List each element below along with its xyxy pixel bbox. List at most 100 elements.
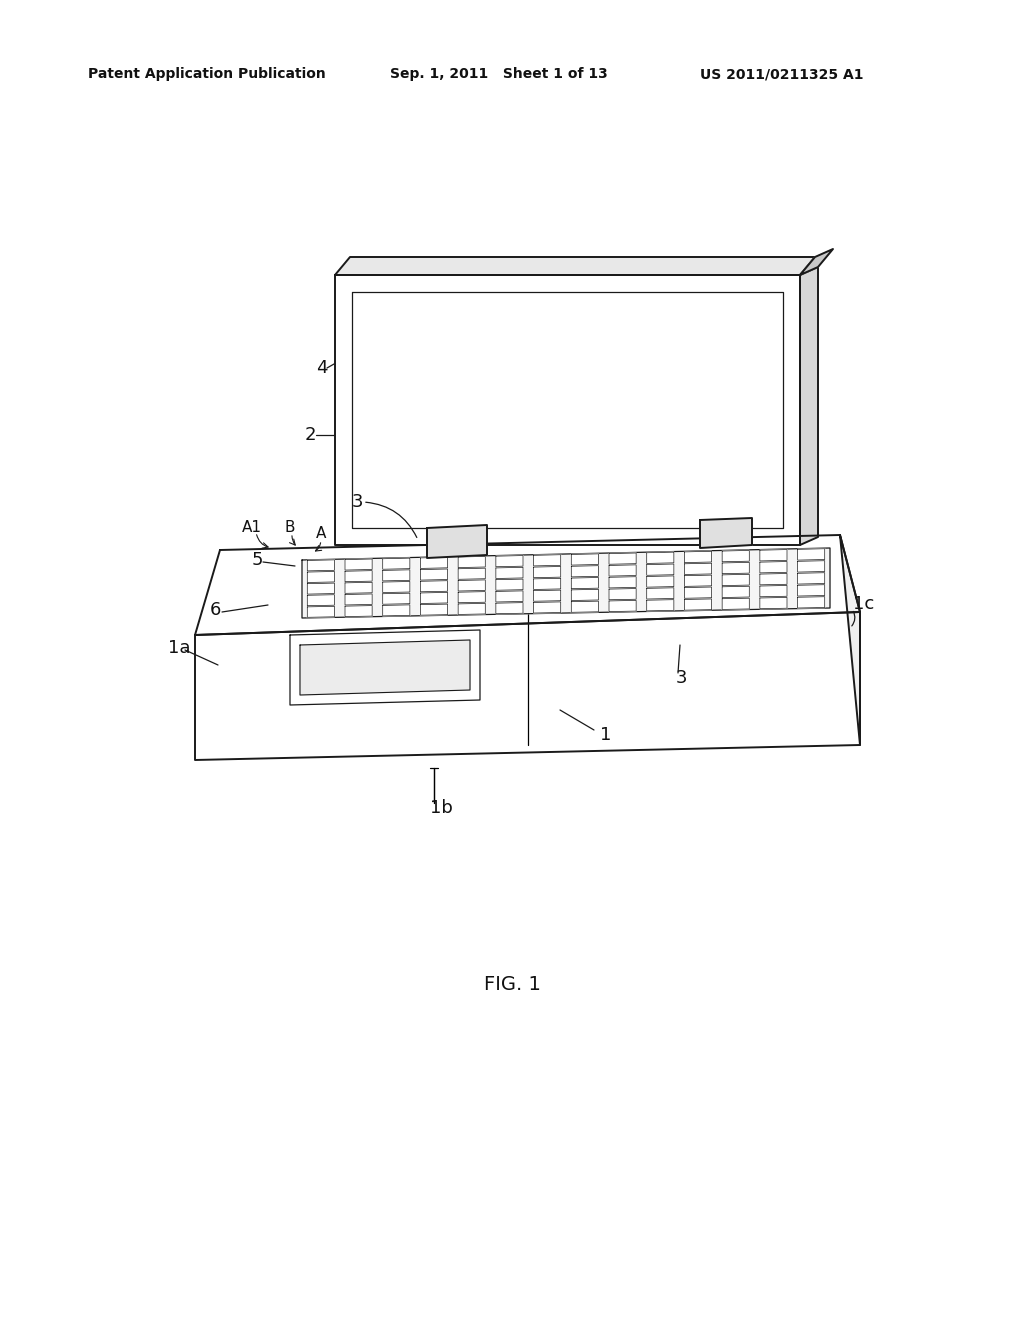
Polygon shape [383, 605, 410, 616]
Text: 1: 1 [600, 726, 611, 744]
Text: B: B [284, 520, 295, 535]
Polygon shape [307, 595, 335, 606]
Polygon shape [760, 561, 787, 573]
Polygon shape [684, 587, 712, 598]
Polygon shape [421, 569, 447, 579]
Polygon shape [458, 568, 485, 579]
Polygon shape [458, 579, 485, 591]
Text: Patent Application Publication: Patent Application Publication [88, 67, 326, 81]
Polygon shape [345, 570, 372, 582]
Polygon shape [609, 589, 636, 599]
Text: A1: A1 [242, 520, 262, 535]
Polygon shape [798, 561, 824, 572]
Polygon shape [609, 601, 636, 611]
Polygon shape [335, 275, 800, 545]
Polygon shape [195, 535, 860, 635]
Polygon shape [571, 554, 598, 565]
Text: 3: 3 [676, 669, 687, 686]
Text: 2: 2 [305, 426, 316, 444]
Polygon shape [722, 574, 750, 586]
Polygon shape [345, 582, 372, 593]
Polygon shape [609, 577, 636, 587]
Polygon shape [647, 599, 674, 611]
Polygon shape [840, 535, 860, 744]
Polygon shape [335, 257, 815, 275]
Polygon shape [760, 549, 787, 561]
Polygon shape [421, 581, 447, 591]
Text: 3: 3 [352, 492, 364, 511]
Polygon shape [798, 585, 824, 597]
Text: 1c: 1c [853, 595, 874, 612]
Text: 6: 6 [210, 601, 221, 619]
Polygon shape [722, 550, 750, 562]
Text: A: A [316, 527, 327, 541]
Text: US 2011/0211325 A1: US 2011/0211325 A1 [700, 67, 863, 81]
Polygon shape [302, 548, 830, 618]
Polygon shape [458, 603, 485, 614]
Polygon shape [571, 601, 598, 612]
Polygon shape [760, 586, 787, 597]
Polygon shape [647, 576, 674, 587]
Polygon shape [383, 582, 410, 593]
Polygon shape [800, 267, 818, 545]
Polygon shape [352, 292, 783, 528]
Polygon shape [195, 612, 860, 760]
Polygon shape [760, 573, 787, 585]
Polygon shape [684, 564, 712, 574]
Polygon shape [609, 565, 636, 576]
Polygon shape [534, 566, 561, 578]
Text: 1b: 1b [430, 799, 453, 817]
Polygon shape [421, 593, 447, 603]
Polygon shape [383, 570, 410, 581]
Polygon shape [427, 525, 487, 558]
Polygon shape [496, 568, 523, 578]
Polygon shape [307, 572, 335, 582]
Polygon shape [458, 557, 485, 568]
Polygon shape [571, 589, 598, 601]
Polygon shape [345, 606, 372, 616]
Polygon shape [684, 576, 712, 586]
Polygon shape [798, 549, 824, 560]
Polygon shape [609, 553, 636, 564]
Polygon shape [722, 598, 750, 610]
Polygon shape [571, 578, 598, 589]
Polygon shape [722, 562, 750, 574]
Polygon shape [345, 558, 372, 570]
Text: 4: 4 [316, 359, 328, 378]
Polygon shape [684, 552, 712, 562]
Polygon shape [700, 517, 752, 548]
Polygon shape [798, 597, 824, 609]
Polygon shape [496, 591, 523, 602]
Polygon shape [534, 590, 561, 601]
Polygon shape [307, 583, 335, 594]
Polygon shape [798, 573, 824, 583]
Polygon shape [571, 566, 598, 577]
Polygon shape [684, 599, 712, 610]
Text: 1a: 1a [168, 639, 190, 657]
Polygon shape [383, 593, 410, 605]
Polygon shape [534, 602, 561, 612]
Polygon shape [383, 558, 410, 569]
Polygon shape [290, 630, 480, 705]
Polygon shape [345, 594, 372, 605]
Polygon shape [307, 560, 335, 572]
Text: FIG. 1: FIG. 1 [483, 975, 541, 994]
Polygon shape [300, 640, 470, 696]
Polygon shape [496, 579, 523, 590]
Polygon shape [722, 586, 750, 598]
Polygon shape [647, 552, 674, 564]
Polygon shape [496, 556, 523, 566]
Polygon shape [307, 606, 335, 618]
Polygon shape [647, 587, 674, 599]
Polygon shape [534, 554, 561, 566]
Polygon shape [458, 591, 485, 603]
Text: 5: 5 [252, 550, 263, 569]
Polygon shape [534, 578, 561, 590]
Polygon shape [647, 564, 674, 576]
Polygon shape [496, 603, 523, 614]
Polygon shape [800, 249, 833, 275]
Polygon shape [421, 605, 447, 615]
Polygon shape [421, 557, 447, 569]
Text: Sep. 1, 2011   Sheet 1 of 13: Sep. 1, 2011 Sheet 1 of 13 [390, 67, 608, 81]
Polygon shape [760, 598, 787, 609]
